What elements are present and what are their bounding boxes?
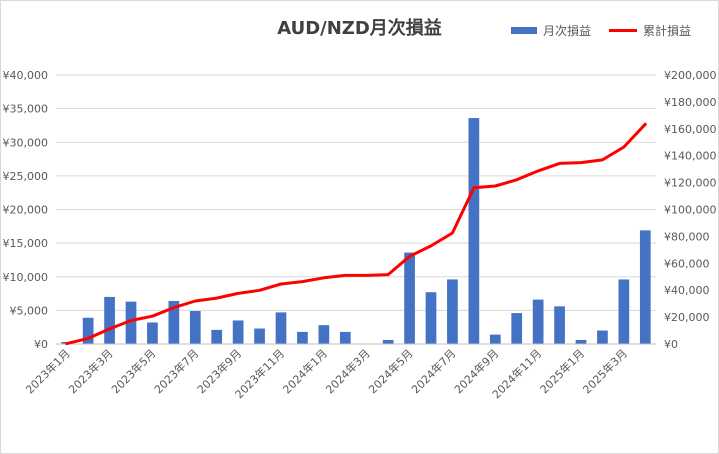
legend-item-cumulative: 累計損益 xyxy=(608,22,691,39)
bar xyxy=(339,331,351,344)
legend-label-monthly: 月次損益 xyxy=(542,24,591,38)
bar xyxy=(447,279,458,344)
bar xyxy=(468,118,480,344)
bar xyxy=(189,311,201,344)
y-left-tick-label: ¥35,000 xyxy=(3,103,49,116)
bar xyxy=(82,317,94,344)
y-left-tick-label: ¥5,000 xyxy=(10,304,49,317)
y-left-tick-label: ¥20,000 xyxy=(3,204,49,217)
y-left-tick-label: ¥40,000 xyxy=(3,69,49,82)
bar xyxy=(575,339,587,344)
legend: 月次損益 累計損益 xyxy=(493,22,691,39)
y-right-tick-label: ¥100,000 xyxy=(664,204,717,217)
y-right-tick-label: ¥60,000 xyxy=(664,257,710,270)
y-left-tick-label: ¥15,000 xyxy=(3,237,49,250)
y-right-tick-label: ¥200,000 xyxy=(664,69,717,82)
bar xyxy=(168,300,180,344)
bar xyxy=(147,322,158,344)
y-right-tick-label: ¥160,000 xyxy=(664,123,717,136)
y-left-tick-label: ¥30,000 xyxy=(3,136,49,149)
bar xyxy=(532,299,544,344)
bar xyxy=(275,312,287,344)
y-right-tick-label: ¥140,000 xyxy=(664,150,717,163)
y-right-tick-label: ¥40,000 xyxy=(664,284,710,297)
bar xyxy=(489,334,501,344)
chart-title: AUD/NZD月次損益 xyxy=(277,18,442,39)
bar xyxy=(639,230,651,344)
bar xyxy=(425,292,437,344)
x-tick-label: 2024年5月 xyxy=(365,346,415,396)
x-tick-label: 2023年3月 xyxy=(65,346,115,396)
y-right-tick-label: ¥80,000 xyxy=(664,230,710,243)
y-right-tick-label: ¥0 xyxy=(664,338,678,351)
x-tick-label: 2024年3月 xyxy=(323,346,373,396)
y-left-tick-label: ¥0 xyxy=(34,338,48,351)
y-left-tick-label: ¥10,000 xyxy=(3,271,49,284)
bar xyxy=(211,329,223,344)
bar xyxy=(232,320,244,344)
legend-item-monthly: 月次損益 xyxy=(510,22,591,39)
bar xyxy=(597,330,608,344)
bar xyxy=(511,313,523,344)
legend-label-cumulative: 累計損益 xyxy=(642,24,691,38)
bar xyxy=(618,279,630,344)
bar xyxy=(554,306,565,344)
series-line-cumulative xyxy=(65,122,647,346)
legend-swatch-monthly xyxy=(510,27,537,34)
x-tick-label: 2023年5月 xyxy=(108,346,158,396)
bar xyxy=(404,252,415,344)
bar xyxy=(382,339,394,344)
y-right-tick-label: ¥20,000 xyxy=(664,311,710,324)
bar xyxy=(297,331,308,344)
bar xyxy=(125,301,137,344)
y-right-tick-label: ¥180,000 xyxy=(664,96,717,109)
x-tick-label: 2023年1月 xyxy=(23,346,73,396)
bar xyxy=(254,328,265,344)
x-tick-label: 2025年1月 xyxy=(537,346,587,396)
x-tick-label: 2024年1月 xyxy=(280,346,330,396)
x-tick-label: 2024年7月 xyxy=(408,346,458,396)
x-tick-label: 2023年7月 xyxy=(151,346,201,396)
y-right-tick-label: ¥120,000 xyxy=(664,177,717,190)
bar xyxy=(104,296,115,344)
x-tick-label: 2025年3月 xyxy=(580,346,630,396)
bar xyxy=(318,325,330,344)
y-left-tick-label: ¥25,000 xyxy=(3,170,49,183)
legend-swatch-cumulative xyxy=(608,29,637,32)
